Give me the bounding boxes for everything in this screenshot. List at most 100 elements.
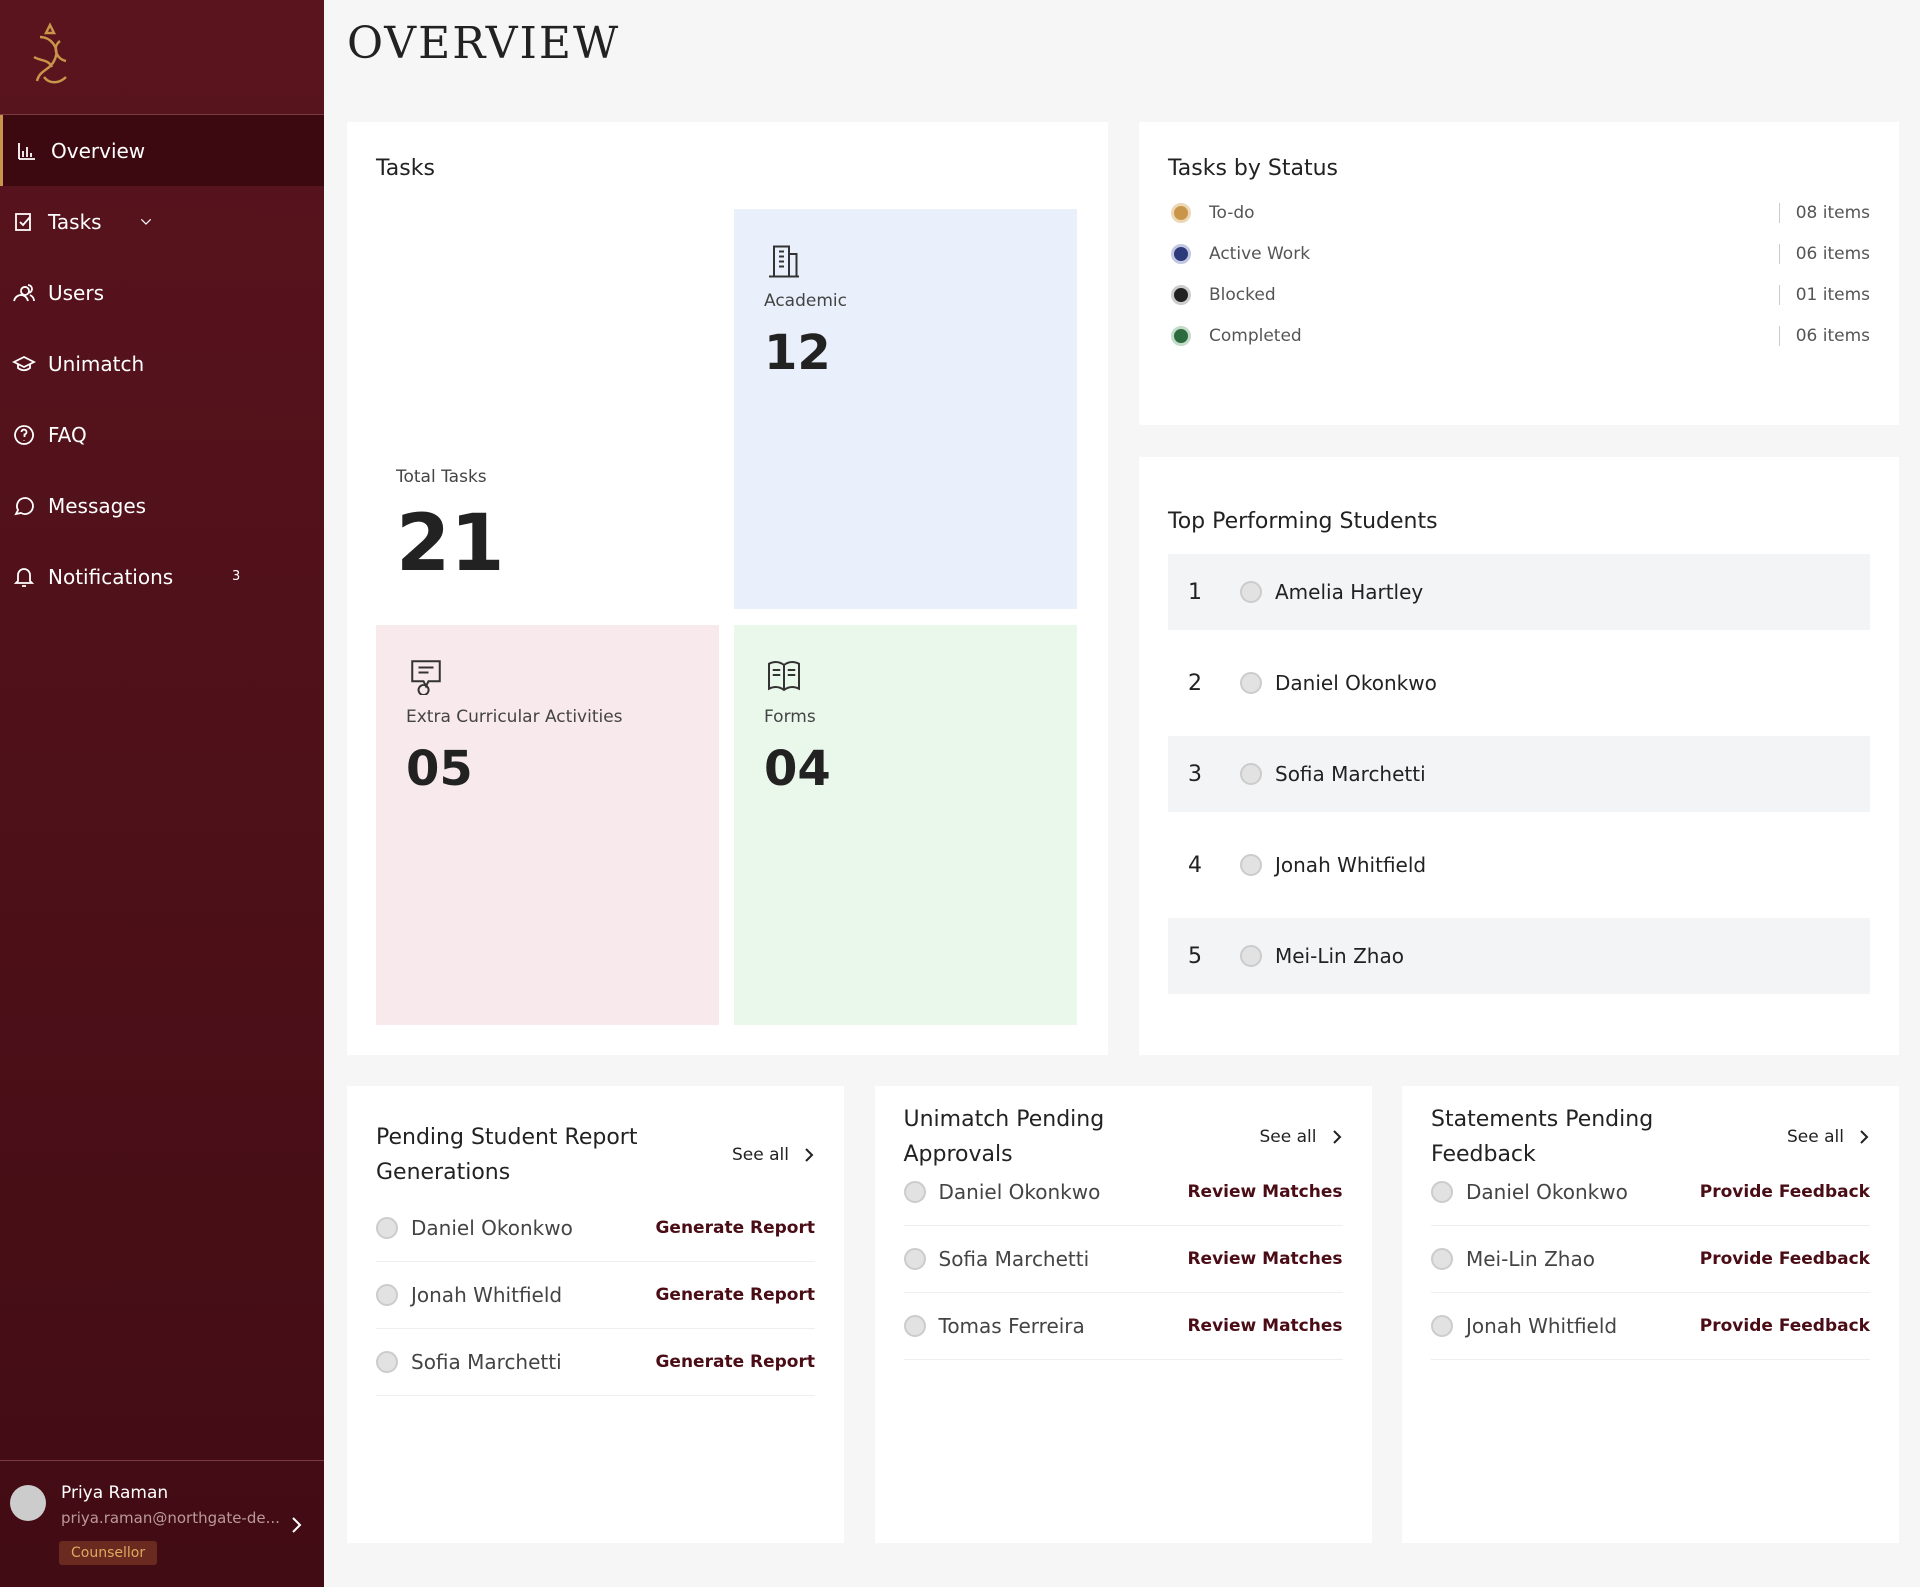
action-link[interactable]: Review Matches (1187, 1316, 1343, 1336)
status-dot (1171, 202, 1191, 223)
action-link[interactable]: Generate Report (655, 1285, 815, 1305)
panel-row: Daniel Okonkwo Provide Feedback (1431, 1159, 1870, 1226)
person-name: Daniel Okonkwo (1466, 1180, 1628, 1204)
sidebar: Overview Tasks Users Unimatch FAQ Messages Not… (0, 0, 324, 1587)
user-role: Counsellor (59, 1541, 158, 1565)
nav-label: Notifications (48, 564, 174, 589)
avatar (1431, 1248, 1453, 1270)
avatar (903, 1181, 926, 1203)
tile-value: 21 (396, 499, 505, 589)
avatar (1240, 672, 1262, 694)
student-name: Jonah Whitfield (1275, 853, 1427, 877)
tile-label: Extra Curricular Activities (406, 707, 623, 727)
panel-row: Jonah Whitfield Provide Feedback (1431, 1293, 1870, 1360)
action-link[interactable]: Provide Feedback (1699, 1316, 1870, 1336)
tile-icon (769, 245, 799, 278)
avatar (1431, 1315, 1453, 1337)
status-card: Tasks by Status To-do 08 items Active Work… (1139, 122, 1899, 425)
card-title: Unimatch Pending Approvals (903, 1107, 1105, 1167)
chevron (1332, 1130, 1341, 1144)
panel-card: Unimatch Pending Approvals See all Daniel … (874, 1086, 1372, 1543)
avatar (1240, 854, 1262, 876)
chevron (1860, 1130, 1869, 1144)
panel-row: Mei-Lin Zhao Provide Feedback (1431, 1226, 1870, 1293)
top-students-card: Top Performing Students 1 Amelia Hartley 2… (1139, 457, 1899, 1055)
logo-mark (33, 22, 67, 84)
status-label: Completed (1209, 325, 1302, 346)
avatar (903, 1315, 926, 1337)
nav-icon (18, 142, 35, 160)
person-name: Daniel Okonkwo (411, 1216, 573, 1240)
nav-item[interactable]: Users (0, 257, 324, 328)
see-all-label: See all (1787, 1127, 1844, 1147)
card-title: Statements Pending Feedback (1431, 1107, 1654, 1167)
card-title: Tasks by Status (1168, 156, 1339, 181)
nav-label: Users (48, 280, 105, 305)
panel-header: Unimatch Pending Approvals See all (904, 1107, 1343, 1167)
see-all[interactable]: See all (1787, 1127, 1870, 1147)
nav-item[interactable]: Unimatch (0, 328, 324, 399)
action-link[interactable]: Provide Feedback (1699, 1182, 1870, 1202)
student-row[interactable]: 4 Jonah Whitfield (1168, 827, 1870, 903)
user-card[interactable]: Priya Raman priya.raman@northgate-de... … (0, 1460, 324, 1587)
avatar (376, 1217, 398, 1239)
action-link[interactable]: Generate Report (655, 1218, 815, 1238)
tile-value: 05 (406, 741, 473, 797)
student-row[interactable]: 5 Mei-Lin Zhao (1168, 918, 1870, 994)
action-link[interactable]: Provide Feedback (1699, 1249, 1870, 1269)
person-name: Jonah Whitfield (1466, 1314, 1618, 1338)
student-row[interactable]: 2 Daniel Okonkwo (1168, 645, 1870, 721)
nav: Overview Tasks Users Unimatch FAQ Messages Not… (0, 115, 324, 612)
tile-label: Academic (764, 291, 847, 311)
tile-icon (768, 661, 800, 692)
panel-card: Statements Pending Feedback See all Daniel… (1402, 1086, 1899, 1543)
rank: 4 (1188, 852, 1202, 878)
nav-label: Unimatch (48, 351, 145, 376)
status-row: Blocked 01 items (1168, 274, 1870, 315)
person-name: Daniel Okonkwo (938, 1180, 1101, 1204)
see-all[interactable]: See all (1260, 1127, 1343, 1147)
tile-label: Total Tasks (396, 467, 487, 487)
status-count: 06 items (1778, 243, 1870, 264)
card-title: Pending Student Report Generations (376, 1125, 638, 1185)
action-link[interactable]: Generate Report (655, 1352, 815, 1372)
nav-icon (15, 212, 31, 231)
status-row: Active Work 06 items (1168, 233, 1870, 274)
see-all[interactable]: See all (732, 1145, 815, 1165)
student-row[interactable]: 3 Sofia Marchetti (1168, 736, 1870, 812)
status-label: To-do (1209, 202, 1255, 223)
nav-label: FAQ (48, 422, 87, 447)
student-row[interactable]: 1 Amelia Hartley (1168, 554, 1870, 630)
see-all-label: See all (732, 1145, 789, 1165)
panel-row: Sofia Marchetti Generate Report (376, 1329, 815, 1396)
nav-label: Overview (51, 138, 146, 163)
status-list: To-do 08 items Active Work 06 items Blocked 0… (1168, 192, 1870, 356)
nav-item[interactable]: FAQ (0, 399, 324, 470)
status-count: 08 items (1778, 202, 1870, 223)
user-name: Priya Raman (61, 1483, 169, 1503)
chevron (805, 1148, 814, 1162)
panel-row: Tomas Ferreira Review Matches (903, 1293, 1343, 1360)
panel-header: Statements Pending Feedback See all (1431, 1107, 1870, 1167)
nav-item[interactable]: Overview (0, 115, 324, 186)
nav-item[interactable]: Tasks (0, 186, 324, 257)
nav-item[interactable]: Messages (0, 470, 324, 541)
avatar (376, 1351, 398, 1373)
student-name: Amelia Hartley (1275, 580, 1424, 604)
panel-row: Sofia Marchetti Review Matches (903, 1226, 1343, 1293)
avatar (1431, 1181, 1453, 1203)
person-name: Jonah Whitfield (411, 1283, 563, 1307)
rank: 3 (1188, 761, 1202, 787)
action-link[interactable]: Review Matches (1187, 1249, 1343, 1269)
status-label: Active Work (1209, 243, 1311, 264)
student-name: Daniel Okonkwo (1275, 671, 1437, 695)
action-link[interactable]: Review Matches (1187, 1182, 1343, 1202)
student-name: Mei-Lin Zhao (1275, 944, 1404, 968)
card-title: Tasks (376, 156, 435, 181)
person-name: Sofia Marchetti (938, 1247, 1090, 1271)
nav-item[interactable]: Notifications 3 (0, 541, 324, 612)
tile-value: 12 (764, 325, 831, 381)
task-grid: Total Tasks 21 Academic 12 Extra Curricul… (376, 209, 1079, 1025)
status-dot (1171, 325, 1191, 346)
